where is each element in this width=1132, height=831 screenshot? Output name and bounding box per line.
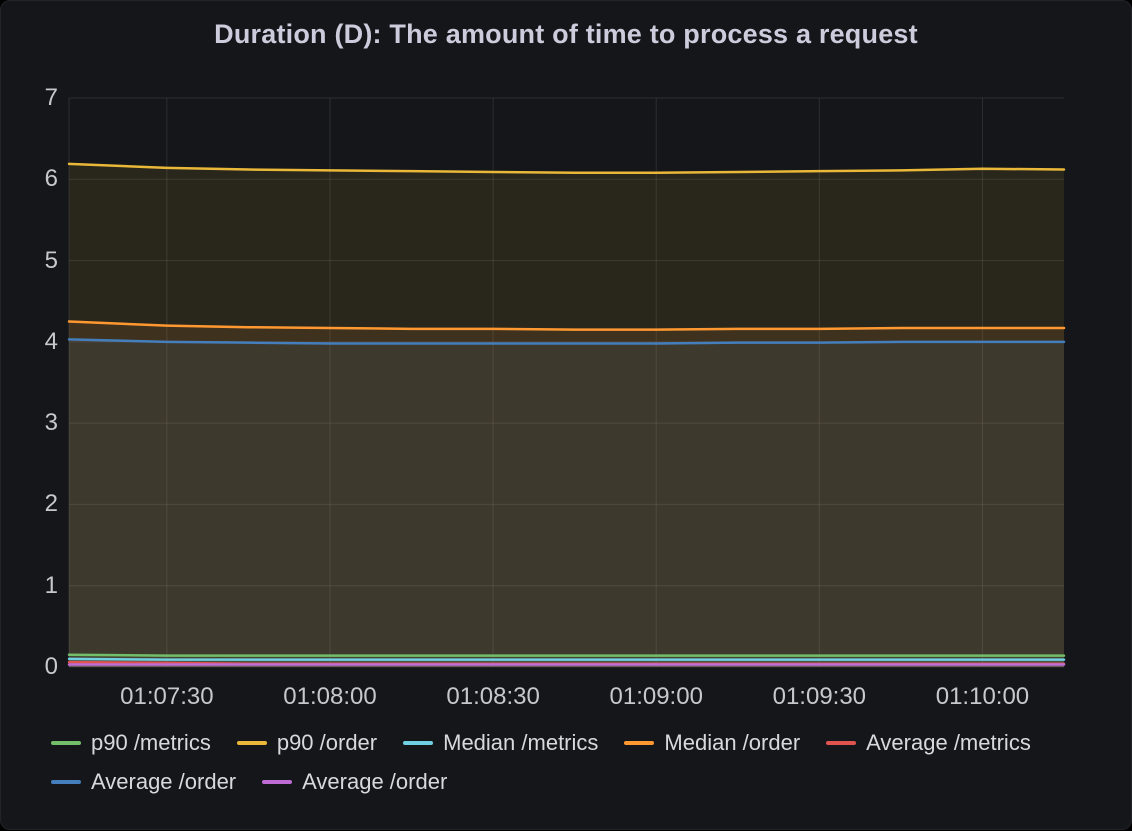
legend-series-marker-icon — [826, 741, 857, 745]
panel-title: Duration (D): The amount of time to proc… — [214, 19, 918, 49]
legend-series-marker-icon — [262, 780, 293, 784]
legend-series-label: Median /metrics — [443, 730, 599, 755]
legend-item[interactable]: p90 /metrics — [51, 730, 211, 756]
series-line — [67, 320, 1066, 331]
series-fill — [69, 163, 1064, 667]
legend-series-marker-icon — [624, 741, 655, 745]
legend-series-label: Average /metrics — [866, 730, 1031, 755]
legend-series-marker-icon — [51, 780, 81, 784]
legend-row: Average /order Average /order — [51, 769, 1111, 795]
legend-series-marker-icon — [236, 741, 267, 745]
series-line — [67, 162, 1066, 175]
legend-series-label: p90 /order — [276, 730, 378, 755]
legend-series-label: Average /order — [91, 769, 237, 794]
legend-item[interactable]: Average /order — [51, 769, 236, 795]
legend-item[interactable]: p90 /order — [236, 730, 378, 756]
series-fill — [69, 339, 1064, 667]
legend-series-marker-icon — [51, 741, 81, 745]
legend-series-label: p90 /metrics — [91, 730, 211, 755]
legend-item[interactable]: Average /metrics — [826, 730, 1031, 756]
legend-item[interactable]: Median /metrics — [403, 730, 598, 756]
series-line — [67, 657, 1066, 661]
legend-item[interactable]: Average /order — [262, 769, 447, 795]
legend-series-label: Average /order — [302, 769, 448, 794]
legend-series-marker-icon — [403, 741, 434, 745]
legend-item[interactable]: Median /order — [624, 730, 800, 756]
legend: p90 /metrics p90 /order Median /metrics Med… — [51, 730, 1111, 795]
legend-series-label: Median /order — [664, 730, 801, 755]
series-line — [67, 338, 1066, 345]
series-line — [67, 653, 1066, 657]
series-fill — [69, 321, 1064, 667]
legend-row: p90 /metrics p90 /order Median /metrics Med… — [51, 730, 1111, 756]
